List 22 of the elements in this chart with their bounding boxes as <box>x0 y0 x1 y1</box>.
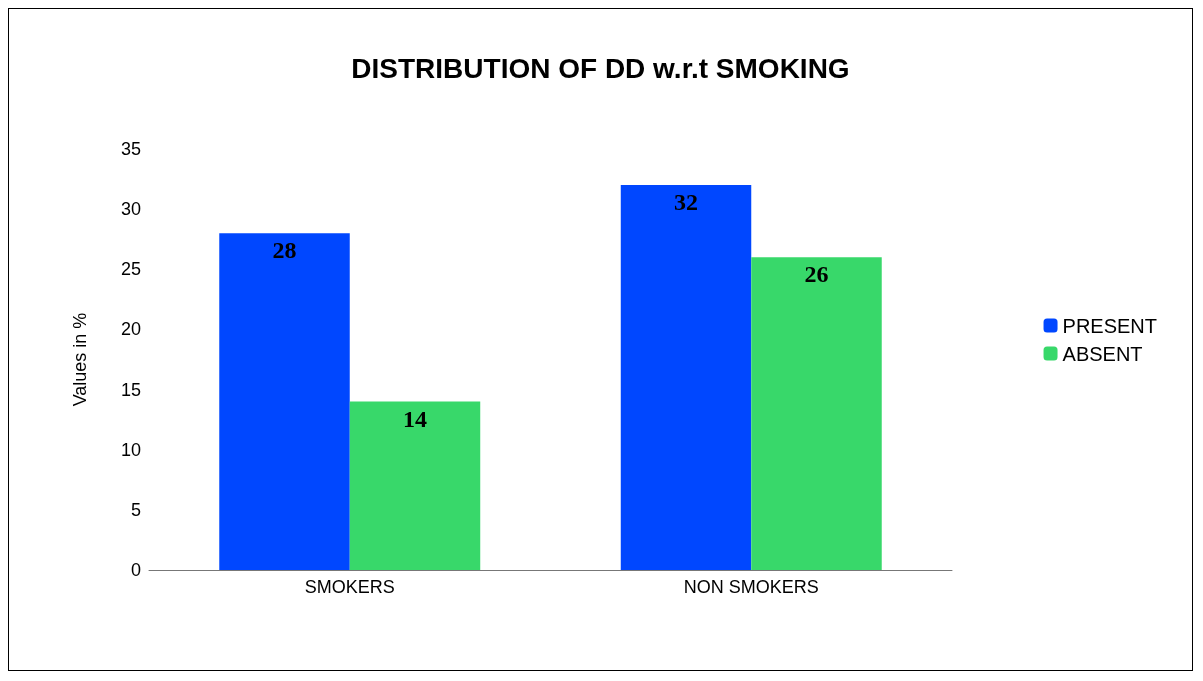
data-label: 28 <box>272 237 297 264</box>
bar <box>751 257 882 570</box>
legend-label: PRESENT <box>1062 314 1158 337</box>
y-tick-label: 30 <box>120 199 141 220</box>
bar <box>349 401 481 570</box>
x-tick-label: SMOKERS <box>304 577 395 597</box>
y-tick-label: 5 <box>130 499 141 520</box>
data-label: 26 <box>804 261 829 288</box>
y-tick-label: 20 <box>120 319 141 340</box>
y-tick-label: 15 <box>120 379 141 400</box>
chart-title: DISTRIBUTION OF DD w.r.t SMOKING <box>351 52 850 84</box>
bar <box>620 185 752 570</box>
y-tick-label: 10 <box>120 439 141 460</box>
bar <box>219 233 350 570</box>
legend-label: ABSENT <box>1062 342 1143 365</box>
x-tick-label: NON SMOKERS <box>683 577 819 597</box>
y-tick-label: 25 <box>120 259 141 280</box>
data-label: 14 <box>402 405 427 432</box>
y-axis-title: Values in % <box>70 312 90 407</box>
y-tick-label: 35 <box>120 139 141 159</box>
data-label: 32 <box>674 189 699 216</box>
y-tick-label: 0 <box>130 560 141 580</box>
